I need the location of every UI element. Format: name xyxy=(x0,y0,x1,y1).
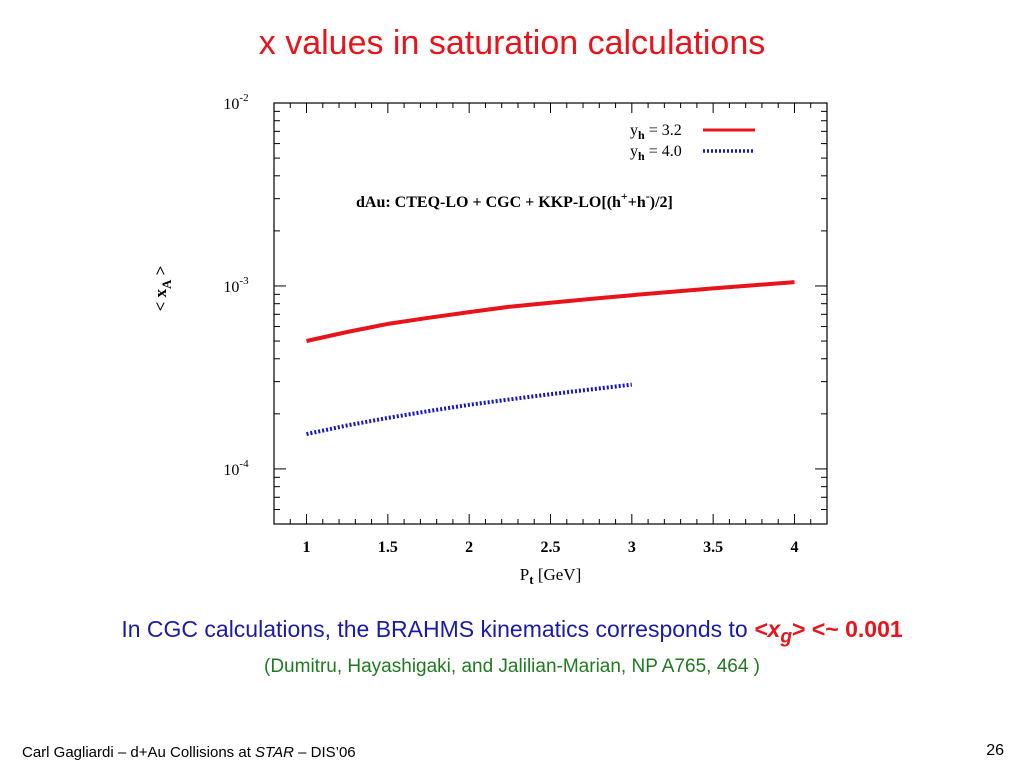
y-tick-label: 10-4 xyxy=(223,458,249,479)
caption-x-open: <x xyxy=(754,616,781,642)
legend-label-rest: = 3.2 xyxy=(645,122,682,139)
y-tick-label-base: 10 xyxy=(223,279,239,296)
x-axis-label: Pt [GeV] xyxy=(520,565,581,587)
x-tick-label: 1.5 xyxy=(378,539,398,556)
series-line-2 xyxy=(306,382,633,437)
y-tick-label: 10-2 xyxy=(223,92,248,113)
y-axis-label-sub: A xyxy=(159,279,174,289)
page-number: 26 xyxy=(986,742,1004,759)
annotation-sup: + xyxy=(621,189,628,203)
legend-label-sub: h xyxy=(638,149,645,163)
slide-title: x values in saturation calculations xyxy=(258,24,766,62)
y-tick-label-exp: -2 xyxy=(239,92,248,104)
chart-annotation: dAu: CTEQ-LO + CGC + KKP-LO[(h++h-)/2] xyxy=(356,189,673,211)
caption-x-sub: g xyxy=(780,626,793,648)
x-axis-label-main: P xyxy=(520,565,529,584)
annotation-part: )/2] xyxy=(650,194,673,211)
x-tick-label: 4 xyxy=(790,539,798,556)
x-axis-label-rest: [GeV] xyxy=(534,565,582,584)
chart: 1 1.5 2 2.5 3 3.5 410-210-310-4Pt [GeV]< xA >y… xyxy=(151,92,828,587)
plot-frame xyxy=(273,102,828,525)
annotation-part: +h xyxy=(628,194,646,211)
x-tick-label: 2.5 xyxy=(541,539,561,556)
caption-x-expression: <xg> <~ 0.001 xyxy=(754,616,903,648)
annotation-part: dAu: CTEQ-LO + CGC + KKP-LO[(h xyxy=(356,194,621,211)
legend-label-rest: = 4.0 xyxy=(645,143,682,160)
legend-label-sub: h xyxy=(638,128,645,142)
y-axis-label-close: > xyxy=(151,266,170,280)
y-tick-label: 10-3 xyxy=(223,275,249,296)
footer-italic: STAR xyxy=(255,744,294,761)
caption-value: 0.001 xyxy=(845,616,903,642)
y-tick-label-exp: -3 xyxy=(239,275,249,287)
series-line-1 xyxy=(306,280,795,343)
x-axis-label-sub: t xyxy=(529,572,534,587)
footer-prefix: Carl Gagliardi – d+Au Collisions at xyxy=(22,744,256,761)
y-axis-label-open: < x xyxy=(151,288,170,311)
y-tick-label-base: 10 xyxy=(223,462,239,479)
x-tick-label: 3 xyxy=(628,539,636,556)
x-tick-label: 1 xyxy=(303,539,311,556)
annotation-sup: - xyxy=(646,189,650,203)
footer-suffix: – DIS’06 xyxy=(293,744,356,761)
caption-x-close: > <~ xyxy=(792,616,846,642)
citation: (Dumitru, Hayashigaki, and Jalilian-Mari… xyxy=(264,656,760,677)
legend-label-1: yh = 3.2 xyxy=(630,122,682,142)
legend-label-main: y xyxy=(630,122,638,139)
x-tick-label: 2 xyxy=(465,539,473,556)
x-tick-label: 3.5 xyxy=(703,539,723,556)
legend-label-main: y xyxy=(630,143,638,160)
caption: In CGC calculations, the BRAHMS kinemati… xyxy=(0,616,1024,649)
footer: Carl Gagliardi – d+Au Collisions at STAR… xyxy=(22,744,356,761)
legend-label-2: yh = 4.0 xyxy=(630,143,682,163)
caption-text: In CGC calculations, the BRAHMS kinemati… xyxy=(121,616,755,642)
y-tick-label-base: 10 xyxy=(223,96,239,113)
y-tick-label-exp: -4 xyxy=(239,458,249,470)
y-axis-label: < xA > xyxy=(151,266,174,312)
